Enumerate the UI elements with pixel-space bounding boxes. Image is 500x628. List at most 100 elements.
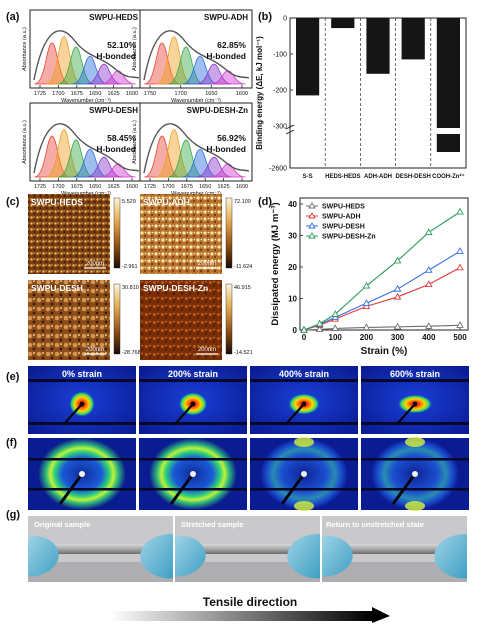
ftir-note: H-bonded	[206, 144, 246, 154]
sample-photo: Stretched sample	[175, 516, 320, 582]
series-point	[300, 325, 308, 333]
film-strip	[48, 544, 153, 554]
ftir-ylabel: Absorbance (a.u.)	[22, 27, 28, 71]
afm-colorbar	[225, 283, 233, 355]
saxs-strain-label: 400% strain	[279, 369, 329, 379]
bar-category-label: HEDS-HEDS	[325, 174, 360, 180]
series-point	[456, 263, 464, 271]
series-point	[315, 319, 324, 327]
ftir-fitted-peak	[196, 63, 232, 85]
bar	[331, 18, 355, 29]
ftir-tick-label: 1700	[52, 184, 64, 190]
ftir-tick-label: 1700	[175, 91, 187, 97]
ftir-title: SWPU-HEDS	[89, 13, 139, 22]
waxs-pattern	[28, 438, 136, 510]
ftir-fitted-peak	[46, 36, 82, 85]
beamstop-arm	[285, 403, 305, 425]
series-point	[393, 292, 402, 300]
waxs-pattern	[361, 437, 469, 511]
saxs-detector-gap	[250, 422, 358, 425]
ftir-tick-label: 1625	[107, 184, 119, 190]
left-glove	[175, 535, 206, 577]
ftir-ylabel: Absorbance (a.u.)	[132, 27, 138, 71]
afm-scale-label: 200nm	[198, 347, 216, 353]
bar-y-tick-label: -200	[273, 88, 287, 95]
series-point	[425, 228, 433, 236]
beamstop	[79, 471, 85, 477]
bar-category-label: ADH-ADH	[364, 174, 392, 180]
series-point	[362, 281, 371, 289]
ftir-fitted-peak	[58, 46, 94, 85]
photo-caption: Stretched sample	[181, 520, 244, 529]
saxs-detector-gap	[361, 422, 469, 425]
afm-image	[140, 280, 222, 360]
binding-energy-chart: S-S HEDS-HEDS ADH-ADH DESH-DESH COOH-Zn²⁺ 0 -1…	[255, 16, 467, 180]
bar	[296, 18, 320, 96]
saxs-pattern: 0% strain	[28, 366, 136, 434]
saxs-strain-label: 600% strain	[390, 369, 440, 379]
afm-panel: SWPU-DESH 200nm 30.810 -28.768	[28, 280, 141, 360]
ftir-fitted-peak	[182, 55, 218, 85]
ftir-fitted-peak	[86, 63, 122, 85]
bar-category-label: DESH-DESH	[396, 174, 431, 180]
photo-table	[175, 562, 320, 582]
legend-label: SWPU-DESH-Zn	[322, 234, 376, 241]
sample-photo: Original sample	[28, 516, 173, 582]
bar-category-label: S-S	[303, 174, 313, 180]
saxs-pattern: 400% strain	[250, 366, 358, 434]
saxs-strain-label: 0% strain	[62, 369, 102, 379]
dissipated-energy-chart: 0 100 200 300 400 500 0 10 20 30 40 Strain (%) Dissi…	[270, 197, 469, 357]
line-x-tick-label: 500	[453, 333, 467, 342]
legend-label: SWPU-HEDS	[322, 204, 365, 211]
beamstop	[412, 401, 418, 407]
line-y-tick-label: 40	[288, 200, 297, 209]
series-point	[393, 256, 402, 264]
series-point	[456, 207, 464, 215]
ftir-tick-label: 1675	[181, 184, 193, 190]
ftir-fitted-peak	[168, 139, 204, 178]
saxs-detector-gap	[139, 379, 247, 382]
ftir-fitted-peak	[156, 129, 192, 178]
waxs-equatorial-arc	[405, 437, 425, 447]
saxs-patterns: 0% strain 200% strain 400% strain 600% stra…	[28, 366, 469, 434]
series-point	[393, 322, 402, 330]
afm-image	[140, 194, 222, 274]
ftir-note: H-bonded	[206, 51, 246, 61]
panel-label-e: (e)	[6, 371, 20, 383]
series-point	[393, 284, 402, 292]
photo-caption: Original sample	[34, 520, 90, 529]
ftir-tick-label: 1600	[236, 91, 248, 97]
panel-label-b: (b)	[258, 11, 272, 23]
saxs-detector-gap	[361, 379, 469, 382]
ftir-tick-label: 1725	[34, 184, 46, 190]
ftir-note: H-bonded	[96, 51, 136, 61]
bar-category-label: COOH-Zn²⁺	[432, 173, 465, 180]
ftir-envelope	[143, 123, 250, 174]
afm-colorbar	[225, 197, 233, 269]
series-point	[331, 324, 339, 332]
panel-label-d: (d)	[258, 196, 272, 208]
ftir-panel: SWPU-HEDS 52.10%H-bonded 1725 1700 1675 1650 1…	[22, 9, 143, 104]
saxs-detector-gap	[139, 422, 247, 425]
photo-caption: Return to unstretched state	[326, 520, 424, 529]
film-strip	[342, 544, 447, 554]
series-point	[315, 325, 324, 333]
beamstop-arm	[58, 473, 84, 505]
panel-label-c: (c)	[6, 196, 20, 208]
sample-photos: Original sample Stretched sample Return to…	[28, 516, 467, 582]
series-point	[331, 310, 339, 317]
waxs-equatorial-arc	[294, 437, 314, 447]
tensile-direction-label: Tensile direction	[203, 595, 297, 609]
tensile-arrow	[110, 607, 390, 623]
afm-colorbar-min: -28.768	[122, 350, 141, 356]
ftir-ylabel: Absorbance (a.u.)	[22, 120, 28, 164]
sample-photo: Return to unstretched state	[322, 516, 467, 582]
legend-marker	[308, 232, 316, 239]
ftir-fitted-peak	[72, 148, 108, 178]
ftir-percent: 62.85%	[217, 40, 246, 50]
bar-ylabel: Binding energy (ΔE, kJ mol⁻¹)	[255, 36, 264, 150]
waxs-detector-gap	[28, 458, 136, 461]
series-point	[362, 299, 371, 306]
